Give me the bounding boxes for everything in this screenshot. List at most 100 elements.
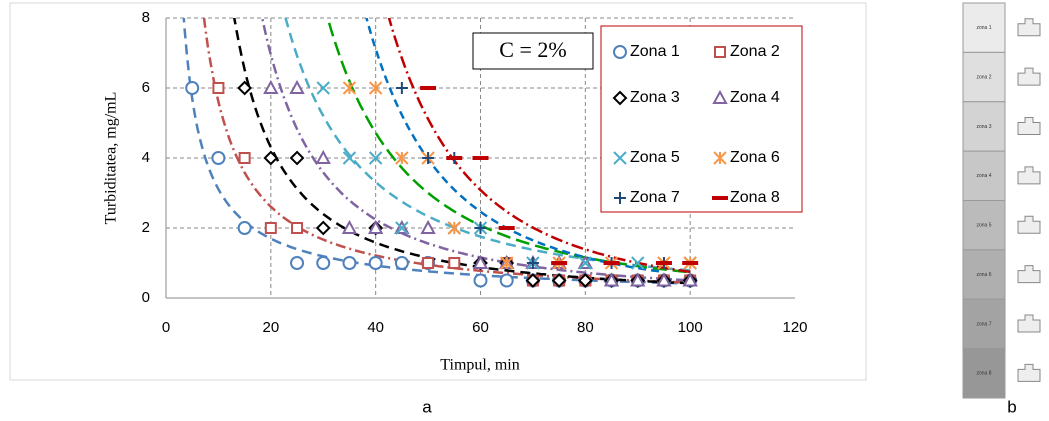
legend-label: Zona 5 [630,149,680,166]
marker [612,90,628,106]
annotation-box [472,32,594,70]
y-tick-label: 0 [142,289,150,306]
legend-label: Zona 3 [630,89,680,106]
series [395,82,670,269]
marker [714,46,726,58]
marker [315,149,331,164]
zone-label: zona 6 [976,272,991,278]
marker [631,256,645,270]
zone-box [962,101,1006,152]
zone-box [962,249,1006,300]
marker [315,220,331,236]
marker [237,221,252,235]
marker [500,256,514,270]
y-tick-label: 6 [142,79,150,96]
marker [422,257,435,269]
x-tick-label: 120 [782,319,807,336]
marker [211,151,226,165]
x-tick-label: 100 [678,319,703,336]
legend-box [600,25,803,213]
sample-icon [1017,67,1041,86]
marker [394,256,409,270]
zone-label: zona 8 [976,371,991,377]
zone-label: zona 3 [976,124,991,130]
marker [603,272,620,287]
marker [713,151,727,165]
marker [472,254,489,269]
panel-label: a [422,397,432,416]
legend-label: Zona 7 [630,189,680,206]
marker [316,256,331,270]
legend-label: Zona 2 [730,43,780,60]
marker [420,219,436,234]
legend-label: Zona 4 [730,89,780,106]
marker [395,151,409,165]
marker [682,272,698,287]
marker [316,81,330,95]
marker [613,151,627,165]
marker [613,45,627,59]
marker [342,151,357,165]
sample-icon [1017,166,1041,185]
marker [238,152,251,164]
marker [614,192,626,204]
marker [237,80,253,96]
x-tick-label: 0 [162,319,170,336]
sample-icon [1017,116,1041,135]
marker [263,79,279,94]
ticks: 0 20 40 60 80 100 120 0 2 4 6 8 [142,9,808,336]
marker [291,222,304,234]
y-tick-label: 4 [142,149,150,166]
zone-diagram: zona 1 zona 2 zona 3 zona 4 zona 5 zona 6 zona… [962,2,1041,399]
marker [395,82,408,94]
zone-label: zona 2 [976,74,991,80]
markers [185,79,699,288]
marker [630,272,646,287]
sample-icon [1017,363,1041,382]
legend: Zona 1 Zona 2 Zona 3 Zona 4 Zona 5 Zona 6 Zona… [612,43,780,206]
y-tick-label: 8 [142,9,150,26]
zone-box [962,298,1006,350]
sample-icon [1017,18,1041,37]
zone-label: zona 7 [976,321,991,327]
x-tick-label: 20 [262,319,279,336]
sample-icon [1017,265,1041,284]
marker [342,81,357,95]
legend-label: Zona 8 [730,189,780,206]
marker [341,219,358,234]
y-tick-label: 2 [142,219,150,236]
marker [577,273,593,288]
marker [474,222,487,234]
zone-box [962,348,1006,399]
marker [656,272,672,287]
y-axis-title: Turbiditatea, mg/mL [103,92,120,225]
x-axis-title: Timpul, min [440,357,519,374]
marker [264,222,277,234]
marker [368,151,383,165]
x-tick-label: 80 [577,319,594,336]
marker [525,273,541,288]
panel-label: b [1007,397,1016,416]
sample-icon [1017,215,1041,234]
zone-box [962,200,1006,251]
marker [368,256,383,270]
marker [263,150,279,166]
marker [212,82,225,94]
trend-line [326,18,691,274]
sample-icon [1017,314,1041,333]
legend-label: Zona 1 [630,43,680,60]
marker [447,221,461,235]
marker [395,221,409,235]
annotation: C = 2% [499,37,566,62]
marker [342,256,357,270]
zone-box [962,2,1006,53]
marker [289,79,305,94]
marker [473,273,488,288]
marker [526,257,539,269]
zone-box [962,150,1006,201]
marker [289,150,305,166]
marker [551,273,567,288]
zone-label: zona 5 [976,223,991,229]
x-tick-label: 60 [472,319,489,336]
